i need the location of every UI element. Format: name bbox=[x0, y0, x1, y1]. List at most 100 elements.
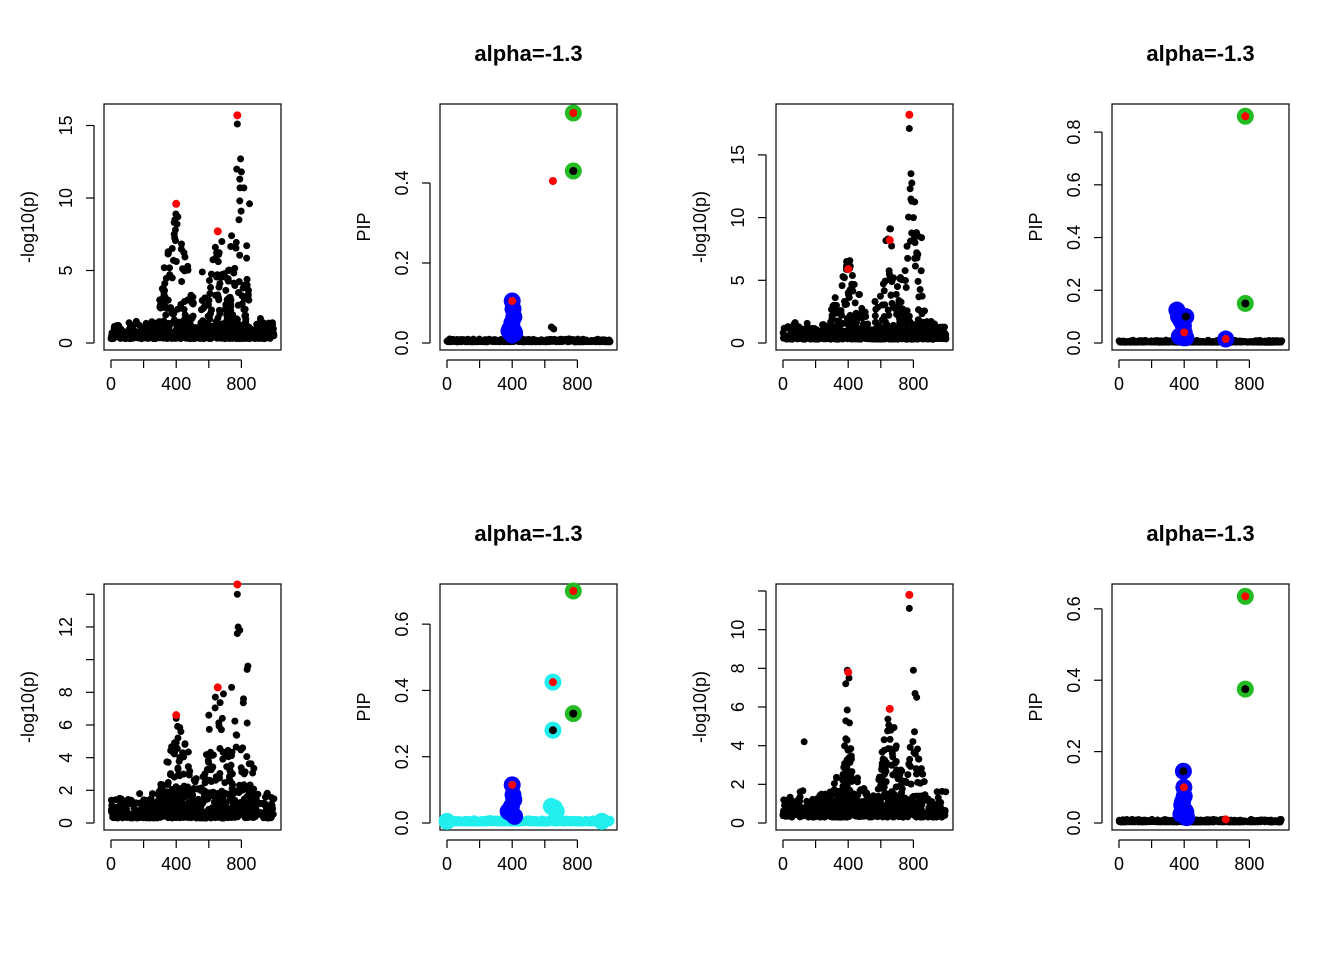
noise-point bbox=[130, 328, 138, 336]
noise-point bbox=[265, 319, 273, 327]
signal-point bbox=[214, 258, 222, 266]
signal-point bbox=[247, 794, 255, 802]
signal-point bbox=[924, 795, 932, 803]
red-point bbox=[885, 236, 894, 245]
signal-point bbox=[180, 297, 188, 305]
black-inner-point bbox=[1241, 299, 1250, 308]
signal-point bbox=[163, 304, 171, 312]
signal-point bbox=[922, 809, 930, 817]
signal-point bbox=[236, 807, 244, 815]
signal-point bbox=[167, 331, 175, 339]
plot-frame bbox=[439, 103, 618, 351]
signal-point bbox=[241, 305, 249, 313]
signal-point bbox=[216, 280, 224, 288]
y-tick-label: 0.2 bbox=[392, 744, 412, 769]
y-tick-label: 0.4 bbox=[1064, 225, 1084, 250]
signal-point bbox=[188, 325, 196, 333]
signal-point bbox=[226, 321, 234, 329]
black-point bbox=[219, 690, 227, 698]
signal-point bbox=[231, 264, 239, 272]
noise-point bbox=[138, 805, 146, 813]
noise-point bbox=[785, 796, 793, 804]
signal-point bbox=[240, 281, 248, 289]
signal-point bbox=[214, 319, 222, 327]
noise-point bbox=[263, 814, 271, 822]
noise-point bbox=[467, 338, 475, 346]
signal-point bbox=[899, 800, 907, 808]
signal-point bbox=[878, 748, 886, 756]
noise-point bbox=[933, 328, 941, 336]
signal-point bbox=[181, 740, 189, 748]
signal-point bbox=[904, 254, 912, 262]
signal-point bbox=[901, 267, 909, 275]
x-tick-label: 800 bbox=[1234, 854, 1264, 874]
signal-point bbox=[162, 311, 170, 319]
plot-frame bbox=[1111, 583, 1290, 831]
signal-point bbox=[243, 242, 251, 250]
noise-point bbox=[795, 795, 803, 803]
black-inner-point bbox=[569, 167, 578, 175]
x-tick-label: 400 bbox=[497, 854, 527, 874]
noise-point bbox=[116, 807, 124, 815]
signal-point bbox=[178, 240, 186, 248]
x-tick-label: 400 bbox=[497, 374, 527, 394]
noise-point bbox=[1156, 817, 1164, 825]
signal-point bbox=[883, 320, 891, 328]
black-point bbox=[845, 674, 853, 682]
y-tick-label: 0.6 bbox=[392, 612, 412, 637]
noise-point bbox=[783, 335, 791, 343]
signal-point bbox=[835, 317, 843, 325]
y-axis-label: -log10(p) bbox=[18, 191, 38, 263]
noise-point bbox=[1275, 337, 1283, 345]
signal-point bbox=[841, 301, 849, 309]
signal-point bbox=[171, 739, 179, 747]
y-axis-label: PIP bbox=[1026, 692, 1046, 721]
signal-point bbox=[230, 279, 238, 287]
signal-point bbox=[197, 787, 205, 795]
noise-point bbox=[1122, 818, 1130, 826]
signal-point bbox=[231, 800, 239, 808]
black-point bbox=[237, 168, 245, 176]
black-inner-point bbox=[548, 726, 557, 735]
signal-point bbox=[215, 306, 223, 314]
signal-point bbox=[884, 745, 892, 753]
signal-point bbox=[863, 804, 871, 812]
x-tick-label: 0 bbox=[778, 854, 788, 874]
signal-point bbox=[224, 275, 232, 283]
signal-point bbox=[180, 320, 188, 328]
noise-point bbox=[107, 796, 115, 804]
signal-point bbox=[249, 769, 257, 777]
signal-point bbox=[167, 747, 175, 755]
signal-point bbox=[208, 751, 216, 759]
signal-point bbox=[236, 251, 244, 259]
signal-point bbox=[168, 785, 176, 793]
signal-point bbox=[896, 315, 904, 323]
noise-point bbox=[269, 325, 277, 333]
noise-point bbox=[267, 808, 275, 816]
noise-point bbox=[270, 332, 278, 340]
signal-point bbox=[215, 719, 223, 727]
black-point bbox=[233, 629, 241, 637]
noise-point bbox=[129, 814, 137, 822]
noise-point bbox=[819, 330, 827, 338]
signal-point bbox=[891, 759, 899, 767]
signal-point bbox=[211, 291, 219, 299]
black-point bbox=[198, 268, 206, 276]
signal-point bbox=[877, 781, 885, 789]
noise-point bbox=[122, 332, 130, 340]
signal-point bbox=[855, 291, 863, 299]
signal-point bbox=[204, 756, 212, 764]
signal-point bbox=[227, 811, 235, 819]
black-point bbox=[906, 185, 914, 193]
noise-point bbox=[528, 816, 538, 826]
x-tick-label: 400 bbox=[161, 854, 191, 874]
signal-point bbox=[887, 329, 895, 337]
signal-point bbox=[164, 758, 172, 766]
points-layer bbox=[1115, 587, 1285, 827]
noise-point bbox=[803, 801, 811, 809]
y-tick-label: 4 bbox=[56, 753, 76, 763]
noise-point bbox=[108, 801, 116, 809]
signal-point bbox=[858, 304, 866, 312]
black-point bbox=[240, 184, 248, 192]
